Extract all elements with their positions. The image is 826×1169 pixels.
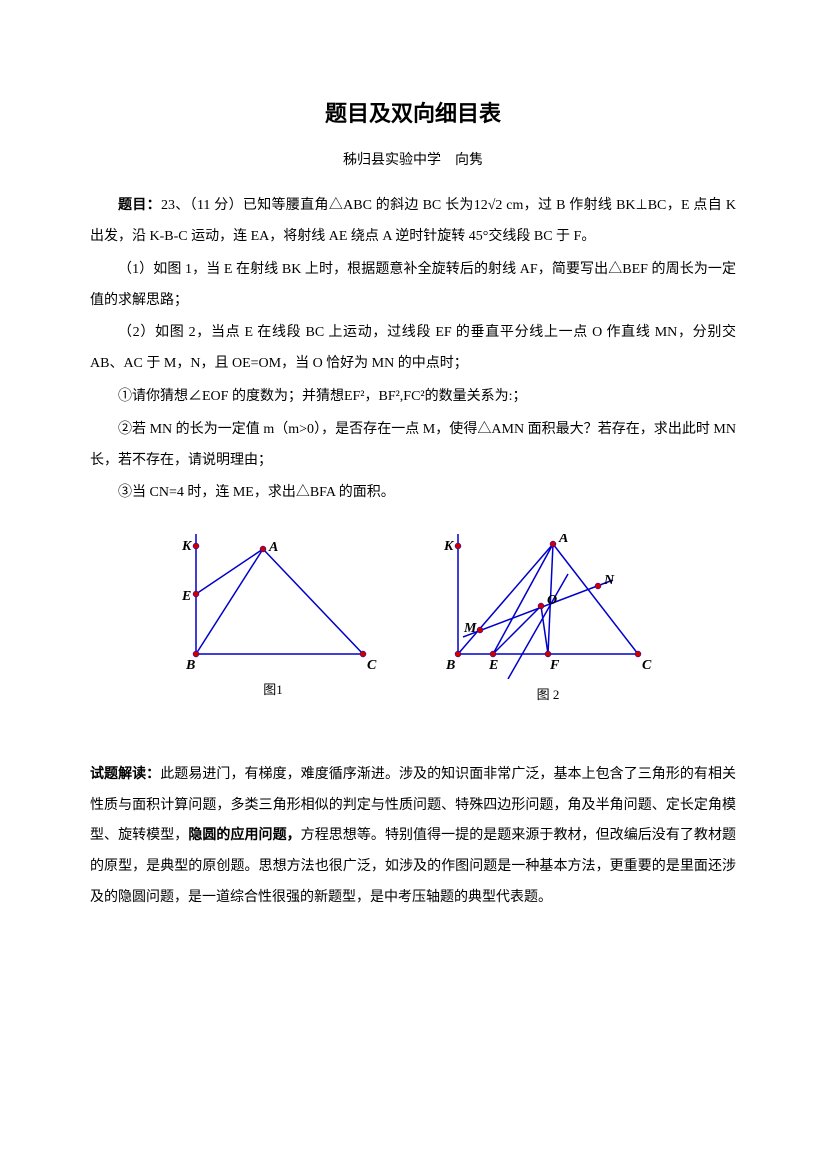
analysis-bold: 隐圆的应用问题，: [188, 828, 300, 843]
svg-text:C: C: [367, 658, 377, 673]
svg-text:E: E: [181, 589, 191, 604]
figure1-caption: 图1: [263, 676, 283, 705]
document-subtitle: 秭归县实验中学 向隽: [90, 146, 736, 177]
problem-part1: （1）如图 1，当 E 在射线 BK 上时，根据题意补全旋转后的射线 AF，简要…: [90, 255, 736, 317]
svg-text:F: F: [549, 658, 560, 673]
figure2-svg: K B A C E F M N O: [438, 534, 658, 679]
problem-intro: 题目：23、（11 分）已知等腰直角△ABC 的斜边 BC 长为12√2 cm，…: [90, 191, 736, 253]
svg-text:B: B: [185, 658, 195, 673]
figure2-caption: 图 2: [537, 681, 560, 710]
problem-label: 题目：: [118, 198, 161, 213]
svg-text:C: C: [642, 658, 652, 673]
svg-text:O: O: [547, 593, 557, 608]
problem-part2: （2）如图 2，当点 E 在线段 BC 上运动，过线段 EF 的垂直平分线上一点…: [90, 318, 736, 380]
svg-text:A: A: [558, 534, 568, 546]
svg-text:N: N: [603, 573, 615, 588]
svg-text:A: A: [268, 540, 278, 555]
figures-container: K E B A C 图1 K B A C E F M N O 图 2: [90, 534, 736, 710]
problem-sub3: ③当 CN=4 时，连 ME，求出△BFA 的面积。: [90, 478, 736, 509]
analysis-label: 试题解读：: [90, 767, 160, 782]
figure-1: K E B A C 图1: [168, 534, 378, 710]
problem-sub2: ②若 MN 的长为一定值 m（m>0），是否存在一点 M，使得△AMN 面积最大…: [90, 415, 736, 477]
figure-2: K B A C E F M N O 图 2: [438, 534, 658, 710]
svg-text:K: K: [443, 539, 455, 554]
svg-text:B: B: [445, 658, 455, 673]
svg-text:E: E: [488, 658, 498, 673]
document-title: 题目及双向细目表: [90, 90, 736, 138]
figure1-svg: K E B A C: [168, 534, 378, 674]
problem-sub1: ①请你猜想∠EOF 的度数为；并猜想EF²，BF²,FC²的数量关系为:；: [90, 382, 736, 413]
analysis-paragraph: 试题解读：此题易进门，有梯度，难度循序渐进。涉及的知识面非常广泛，基本上包含了三…: [90, 760, 736, 914]
svg-text:K: K: [181, 539, 193, 554]
problem-intro-text: 23、（11 分）已知等腰直角△ABC 的斜边 BC 长为12√2 cm，过 B…: [90, 198, 736, 244]
svg-text:M: M: [463, 621, 477, 636]
